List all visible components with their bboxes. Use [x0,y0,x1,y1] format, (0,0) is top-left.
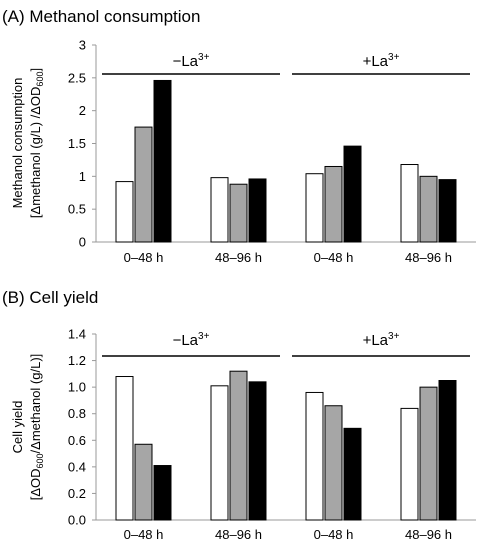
panel-a-y-tick-label: 1 [79,169,86,184]
panel-a-y-tick-label: 0.5 [68,202,86,217]
panel-a-bar [229,183,248,243]
panel-b-bar [115,376,134,521]
panel-b-bar [324,405,343,521]
panel-a-bar [419,175,438,243]
panel-a-y-tick-label: 2.5 [68,70,86,85]
panel-b-bar [438,380,457,521]
panel-b-y-tick-label: 0.2 [68,486,86,501]
panel-a-bar [343,145,362,243]
panel-a-y-tick-label: 1.5 [68,136,86,151]
panel-a-bar [115,181,134,243]
panel-a-y-tick-label: 3 [79,38,86,53]
panel-a-bar [324,165,343,243]
panel-b-group-label: −La3+ [173,331,210,349]
panel-b-y-tick-label: 0.6 [68,433,86,448]
panel-b-bar [419,386,438,521]
panel-b-group-label: +La3+ [363,331,400,349]
panel-b-bar [305,391,324,521]
panel-b-y-tick-label: 0.0 [68,513,86,528]
chart-panel-a: (A) Methanol consumption Methanol consump… [2,7,476,265]
panel-a-bar [400,164,419,243]
panel-a-bar [134,126,153,243]
panel-b-bar [134,443,153,521]
panel-b-y-tick-label: 0.8 [68,406,86,421]
panel-b-y-tick-label: 0.4 [68,459,86,474]
panel-b-y-tick-label: 1.2 [68,353,86,368]
panel-a-y-tick-label: 0 [79,235,86,250]
panel-a-category-label: 48–96 h [405,250,452,265]
panel-b-title: (B) Cell yield [2,288,98,307]
panel-b-bar [343,427,362,521]
panel-b-y-axis-label-line1: Cell yield [10,401,25,454]
panel-a-bar [210,177,229,243]
panel-a-y-axis-label-line2: [Δmethanol (g/L) /ΔOD600] [28,68,45,218]
panel-a-title: (A) Methanol consumption [2,7,200,26]
panel-b-y-tick-label: 1.0 [68,380,86,395]
panel-a-y-axis-label-line1: Methanol consumption [10,78,25,209]
panel-b-category-label: 48–96 h [405,527,452,542]
panel-a-category-label: 48–96 h [215,250,262,265]
panel-b-category-label: 0–48 h [314,527,354,542]
panel-b-bar [400,407,419,521]
panel-a-bar [438,179,457,243]
panel-a-category-label: 0–48 h [124,250,164,265]
panel-b-bar [153,465,172,521]
panel-b-bar [210,385,229,521]
panel-a-group-label: −La3+ [173,52,210,70]
panel-a-bar [305,173,324,243]
panel-b-bar [229,370,248,521]
panel-a-bar [248,178,267,243]
chart-panel-b: (B) Cell yield Cell yield[ΔOD600/Δmethano… [2,288,476,542]
panel-a-y-tick-label: 2 [79,103,86,118]
panel-a-group-label: +La3+ [363,52,400,70]
panel-a-category-label: 0–48 h [314,250,354,265]
panel-b-bar [248,381,267,521]
panel-b-y-tick-label: 1.4 [68,327,86,342]
panel-b-category-label: 48–96 h [215,527,262,542]
panel-b-category-label: 0–48 h [124,527,164,542]
panel-b-y-axis-label-line2: [ΔOD600/Δmethanol (g/L)] [28,354,45,501]
panel-a-bar [153,79,172,243]
